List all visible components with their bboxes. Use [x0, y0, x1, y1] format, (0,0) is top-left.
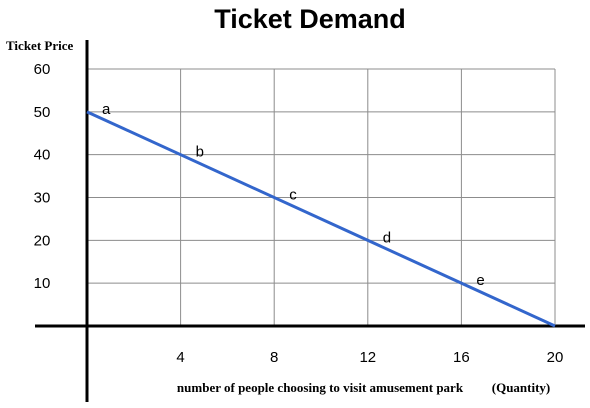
- x-tick-label-8: 8: [270, 349, 278, 366]
- x-axis-label: number of people choosing to visit amuse…: [177, 380, 464, 395]
- tick-layer: 4 8 12 16 20 10 20 30 40 50 60: [34, 61, 564, 366]
- point-label-d: d: [383, 229, 391, 246]
- y-tick-label-60: 60: [34, 61, 51, 78]
- y-tick-label-10: 10: [34, 275, 51, 292]
- point-label-e: e: [476, 272, 484, 289]
- grid-layer: [87, 68, 556, 326]
- axis-layer: [35, 40, 585, 402]
- series-layer: [86, 110, 556, 328]
- x-tick-label-20: 20: [547, 349, 564, 366]
- x-axis-quantity-label: (Quantity): [492, 380, 551, 395]
- y-tick-label-50: 50: [34, 104, 51, 121]
- point-label-c: c: [289, 187, 297, 204]
- demand-line: [86, 110, 556, 328]
- x-tick-label-4: 4: [176, 349, 184, 366]
- x-tick-label-16: 16: [453, 349, 470, 366]
- y-tick-label-20: 20: [34, 232, 51, 249]
- chart-title: Ticket Demand: [214, 4, 406, 34]
- y-axis-label: Ticket Price: [6, 38, 73, 53]
- point-label-a: a: [102, 101, 111, 118]
- y-tick-label-40: 40: [34, 147, 51, 164]
- point-label-b: b: [196, 144, 204, 161]
- x-tick-label-12: 12: [359, 349, 376, 366]
- y-tick-label-30: 30: [34, 190, 51, 207]
- point-label-layer: a b c d e: [102, 101, 485, 289]
